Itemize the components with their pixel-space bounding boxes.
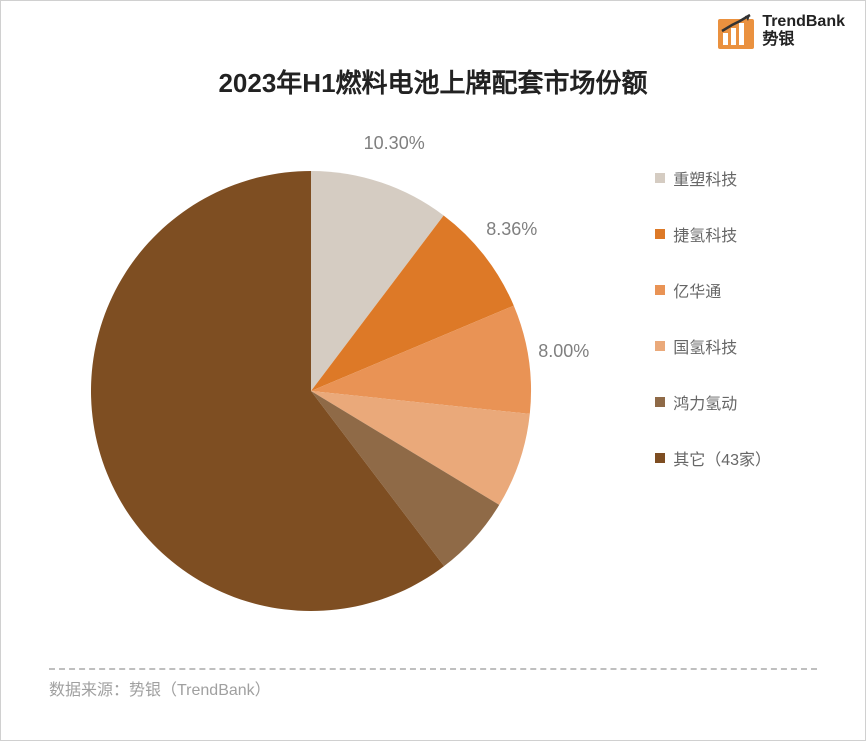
legend-swatch — [655, 173, 665, 183]
legend-label: 国氢科技 — [673, 334, 737, 358]
slice-label: 8.36% — [486, 219, 537, 240]
chart-area: 10.30% 8.36% 8.00% 重塑科技捷氢科技亿华通国氢科技鸿力氢动其它（4… — [41, 121, 821, 641]
legend-swatch — [655, 229, 665, 239]
chart-title: 2023年H1燃料电池上牌配套市场份额 — [1, 63, 865, 100]
logo-brand-en: TrendBank — [762, 13, 845, 31]
brand-logo: TrendBank 势银 — [716, 11, 845, 51]
legend-item: 鸿力氢动 — [655, 390, 771, 414]
logo-icon — [716, 11, 756, 51]
legend-item: 国氢科技 — [655, 334, 771, 358]
footer-divider — [49, 668, 817, 670]
legend: 重塑科技捷氢科技亿华通国氢科技鸿力氢动其它（43家） — [655, 166, 771, 470]
legend-swatch — [655, 397, 665, 407]
chart-container: TrendBank 势银 2023年H1燃料电池上牌配套市场份额 10.30%8… — [0, 0, 866, 741]
legend-label: 重塑科技 — [673, 166, 737, 190]
legend-item: 亿华通 — [655, 278, 771, 302]
legend-item: 重塑科技 — [655, 166, 771, 190]
pie-wrap: 10.30%8.36%8.00% — [61, 141, 561, 646]
slice-label: 8.00% — [538, 341, 589, 362]
logo-brand-cn: 势银 — [762, 31, 845, 49]
legend-swatch — [655, 285, 665, 295]
logo-text: TrendBank 势银 — [762, 13, 845, 48]
legend-label: 亿华通 — [673, 278, 721, 302]
legend-item: 捷氢科技 — [655, 222, 771, 246]
legend-item: 其它（43家） — [655, 446, 771, 470]
legend-label: 捷氢科技 — [673, 222, 737, 246]
legend-swatch — [655, 341, 665, 351]
legend-label: 其它（43家） — [673, 446, 771, 470]
slice-label: 10.30% — [364, 133, 425, 154]
legend-label: 鸿力氢动 — [673, 390, 737, 414]
footer-source: 数据来源：势银（TrendBank） — [49, 676, 271, 700]
legend-swatch — [655, 453, 665, 463]
pie-chart — [61, 141, 561, 641]
